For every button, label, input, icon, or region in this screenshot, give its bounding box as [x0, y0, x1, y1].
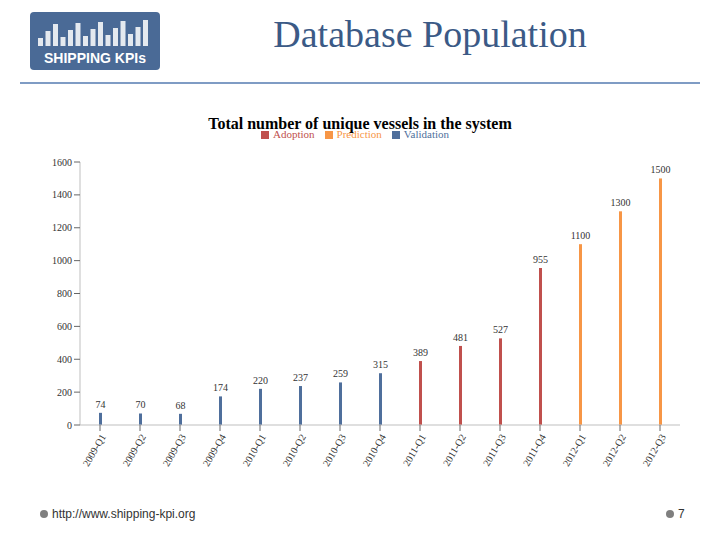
svg-text:237: 237	[293, 372, 308, 383]
svg-text:2010-Q2: 2010-Q2	[281, 432, 308, 468]
svg-text:1600: 1600	[52, 157, 72, 168]
svg-text:2011-Q4: 2011-Q4	[521, 432, 548, 468]
svg-text:2011-Q2: 2011-Q2	[441, 432, 468, 468]
svg-text:2012-Q3: 2012-Q3	[641, 432, 668, 468]
svg-text:481: 481	[453, 332, 468, 343]
svg-text:200: 200	[57, 387, 72, 398]
svg-text:2009-Q1: 2009-Q1	[81, 432, 108, 468]
svg-text:2012-Q2: 2012-Q2	[601, 432, 628, 468]
svg-text:70: 70	[136, 399, 146, 410]
svg-text:259: 259	[333, 368, 348, 379]
svg-text:2011-Q1: 2011-Q1	[401, 432, 428, 468]
svg-text:2010-Q1: 2010-Q1	[241, 432, 268, 468]
svg-text:0: 0	[67, 420, 72, 431]
svg-text:1300: 1300	[611, 197, 631, 208]
html-text:Validation: Validation	[403, 128, 449, 140]
svg-text:400: 400	[57, 354, 72, 365]
html-text:SHIPPING KPIs: SHIPPING KPIs	[44, 50, 146, 66]
svg-text:74: 74	[96, 399, 106, 410]
svg-text:2009-Q3: 2009-Q3	[161, 432, 188, 468]
svg-text:2009-Q4: 2009-Q4	[201, 432, 228, 468]
svg-text:1000: 1000	[52, 255, 72, 266]
html-text:7: 7	[678, 507, 685, 521]
svg-text:1100: 1100	[571, 230, 591, 241]
html-text:Total number of unique vessels: Total number of unique vessels in the sy…	[208, 115, 512, 132]
svg-text:2011-Q3: 2011-Q3	[481, 432, 508, 468]
svg-text:68: 68	[176, 400, 186, 411]
html-text:Database Population: Database Population	[273, 13, 587, 55]
svg-text:600: 600	[57, 321, 72, 332]
html-text:Prediction: Prediction	[336, 128, 382, 140]
svg-text:2010-Q3: 2010-Q3	[321, 432, 348, 468]
svg-text:1200: 1200	[52, 222, 72, 233]
html-text:http://www.shipping-kpi.org: http://www.shipping-kpi.org	[52, 507, 196, 521]
html-text:Adoption: Adoption	[273, 128, 315, 140]
svg-text:174: 174	[213, 382, 228, 393]
svg-text:527: 527	[493, 324, 508, 335]
svg-text:389: 389	[413, 347, 428, 358]
svg-text:220: 220	[253, 375, 268, 386]
svg-text:2010-Q4: 2010-Q4	[361, 432, 388, 468]
svg-text:1500: 1500	[651, 164, 671, 175]
svg-text:2009-Q2: 2009-Q2	[121, 432, 148, 468]
svg-text:800: 800	[57, 288, 72, 299]
svg-text:2012-Q1: 2012-Q1	[561, 432, 588, 468]
svg-text:955: 955	[533, 254, 548, 265]
svg-text:315: 315	[373, 359, 388, 370]
svg-text:1400: 1400	[52, 189, 72, 200]
